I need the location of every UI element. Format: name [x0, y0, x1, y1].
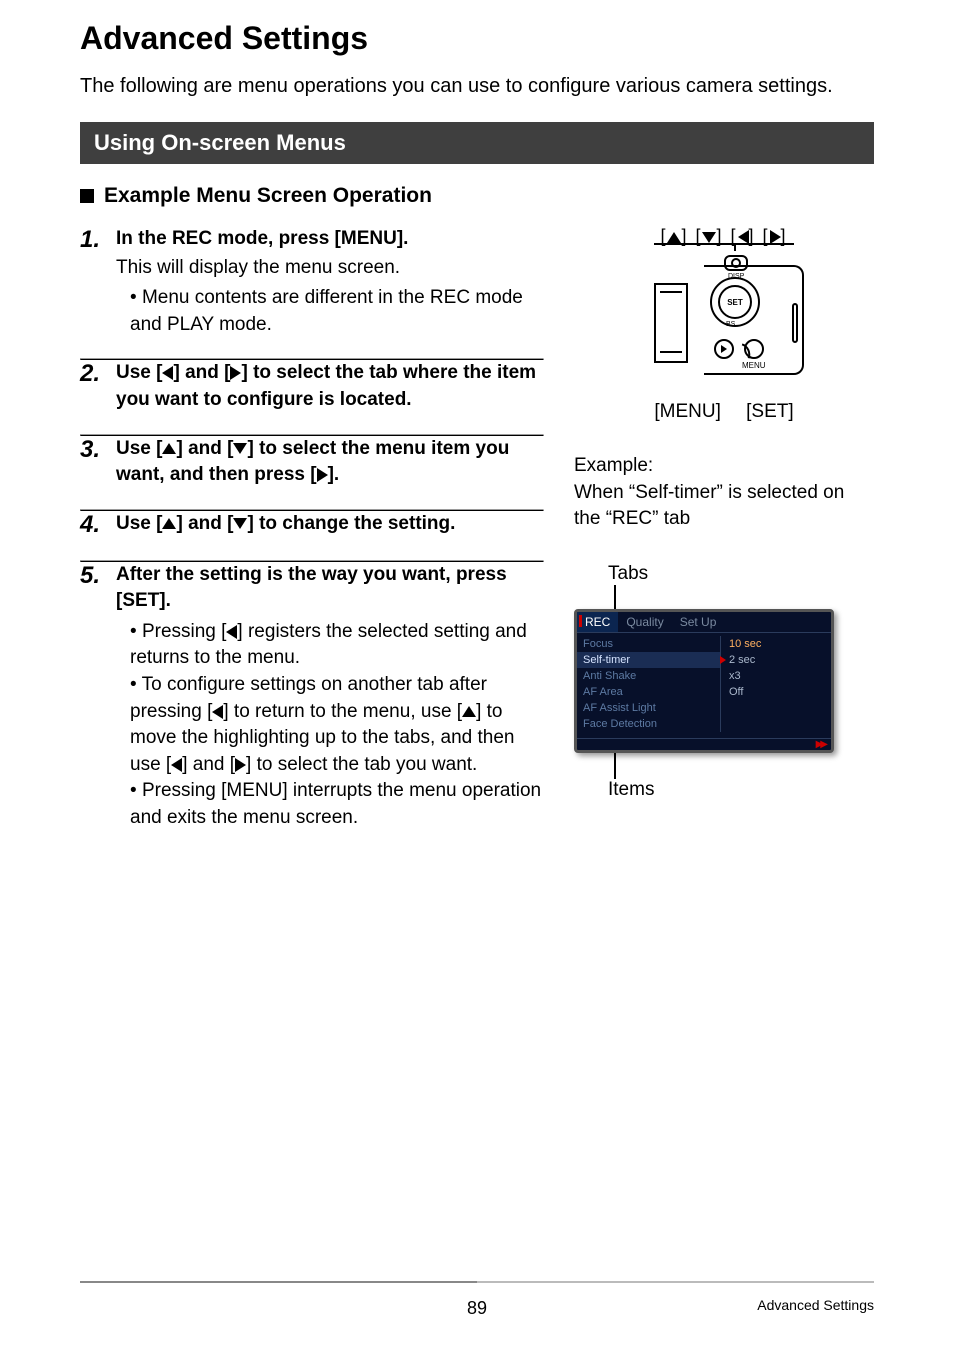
sub-heading-text: Example Menu Screen Operation: [104, 184, 432, 208]
menu-item: AF Assist Light: [577, 700, 720, 716]
intro-text: The following are menu operations you ca…: [80, 75, 874, 98]
play-button-icon: [714, 339, 734, 359]
tabs-callout-label: Tabs: [608, 563, 874, 585]
step: 5.After the setting is the way you want,…: [80, 562, 544, 842]
step: 4.Use [] and [] to change the setting.: [80, 511, 544, 550]
step-instruction: In the REC mode, press [MENU].: [116, 226, 544, 253]
right-arrow-icon: [317, 468, 328, 482]
menu-value: Off: [721, 684, 831, 700]
step-bullet: Pressing [] registers the selected setti…: [130, 619, 544, 672]
step-number: 4.: [80, 511, 116, 540]
set-label: [SET]: [746, 401, 794, 422]
step-number: 2.: [80, 360, 116, 413]
menu-screenshot: RECQualitySet Up FocusSelf-timerAnti Sha…: [574, 609, 834, 753]
menu-tab: Set Up: [672, 612, 725, 632]
items-leader-line: [614, 753, 616, 779]
step-body: Use [] and [] to change the setting.: [116, 511, 455, 540]
page-title: Advanced Settings: [80, 20, 874, 57]
up-arrow-icon: [162, 518, 176, 529]
step-number: 1.: [80, 226, 116, 338]
menu-item: AF Area: [577, 684, 720, 700]
example-heading: Example:: [574, 455, 653, 476]
step-body: Use [] and [] to select the tab where th…: [116, 360, 544, 413]
menu-set-labels: [MENU] [SET]: [574, 401, 874, 423]
right-arrow-icon: [235, 758, 246, 772]
step-instruction: After the setting is the way you want, p…: [116, 562, 544, 615]
step-body: Use [] and [] to select the menu item yo…: [116, 436, 544, 489]
step: 1.In the REC mode, press [MENU].This wil…: [80, 226, 544, 348]
step: 3.Use [] and [] to select the menu item …: [80, 436, 544, 499]
step-number: 5.: [80, 562, 116, 832]
menu-tab: Quality: [618, 612, 671, 632]
menu-value: 10 sec: [721, 636, 831, 652]
menu-item: Self-timer: [577, 652, 720, 668]
example-body: When “Self-timer” is selected on the “RE…: [574, 482, 844, 530]
camera-back-diagram: SET DISP BS MENU: [614, 253, 834, 393]
step-bullets: Menu contents are different in the REC m…: [116, 285, 544, 338]
step-body: In the REC mode, press [MENU].This will …: [116, 226, 544, 338]
section-heading: Using On-screen Menus: [80, 122, 874, 164]
step-instruction: Use [] and [] to change the setting.: [116, 511, 455, 538]
example-text: Example: When “Self-timer” is selected o…: [574, 453, 874, 533]
menu-item: Focus: [577, 636, 720, 652]
left-arrow-icon: [162, 366, 173, 380]
step-number: 3.: [80, 436, 116, 489]
menu-label: [MENU]: [654, 401, 721, 422]
step-bullet: Menu contents are different in the REC m…: [130, 285, 544, 338]
items-callout-label: Items: [608, 779, 874, 801]
illustration-column: [] [] [] [] SET DISP BS: [574, 226, 874, 851]
step-bullets: Pressing [] registers the selected setti…: [116, 619, 544, 832]
down-arrow-icon: [233, 518, 247, 529]
footer-rule: [80, 1281, 874, 1283]
steps-column: 1.In the REC mode, press [MENU].This wil…: [80, 226, 544, 851]
menu-item: Anti Shake: [577, 668, 720, 684]
step-description: This will display the menu screen.: [116, 255, 544, 282]
left-arrow-icon: [226, 625, 237, 639]
menu-item: Face Detection: [577, 716, 720, 732]
step-bullet: To configure settings on another tab aft…: [130, 672, 544, 778]
step-instruction: Use [] and [] to select the tab where th…: [116, 360, 544, 413]
step-body: After the setting is the way you want, p…: [116, 562, 544, 832]
set-button-icon: SET: [718, 285, 752, 319]
step-bullet: Pressing [MENU] interrupts the menu oper…: [130, 778, 544, 831]
up-arrow-icon: [462, 706, 476, 717]
down-arrow-icon: [233, 443, 247, 454]
left-arrow-icon: [171, 758, 182, 772]
tabs-leader-line: [614, 585, 616, 609]
down-arrow-icon: [702, 232, 716, 243]
menu-tab: REC: [577, 612, 618, 632]
square-bullet-icon: [80, 189, 94, 203]
menu-value: x3: [721, 668, 831, 684]
step-instruction: Use [] and [] to select the menu item yo…: [116, 436, 544, 489]
up-arrow-icon: [667, 232, 681, 243]
menu-button-icon: [744, 339, 764, 359]
step: 2.Use [] and [] to select the tab where …: [80, 360, 544, 423]
footer-arrows-icon: ▶▶: [816, 739, 831, 750]
left-arrow-icon: [212, 705, 223, 719]
menu-text-label: MENU: [742, 361, 766, 370]
up-arrow-icon: [162, 443, 176, 454]
disp-label: DISP: [728, 273, 744, 280]
right-arrow-icon: [230, 366, 241, 380]
menu-value: 2 sec: [721, 652, 831, 668]
footer-label: Advanced Settings: [757, 1297, 874, 1313]
sub-heading: Example Menu Screen Operation: [80, 184, 874, 208]
bs-label: BS: [726, 321, 735, 328]
